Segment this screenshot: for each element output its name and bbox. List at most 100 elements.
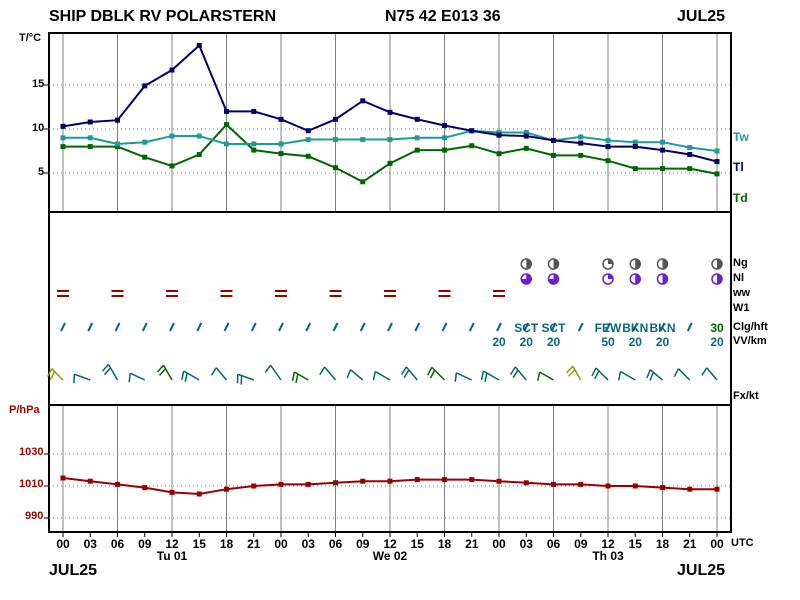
series-tl-point [305,128,311,134]
series-pressure-point [60,475,66,481]
series-tl-point [605,144,611,150]
row-label-vv: VV/km [733,335,767,347]
wind-barb-feather [403,369,410,379]
wind-barb [509,366,527,381]
series-label-tw: Tw [733,130,749,144]
series-label-td: Td [733,191,748,205]
series-pressure-point [496,478,502,484]
cloud-cover-total-fill [608,259,613,264]
wind-barb-shaft [374,370,391,381]
wind-barb-shaft [677,368,691,381]
cloud-cover-low-fill [548,274,559,284]
series-tl-point [714,159,720,165]
cloud-slash-mark [196,322,203,332]
wind-barb-shaft [649,369,663,381]
series-tl-point [169,67,175,73]
series-pressure-point [687,486,693,492]
day-label: We 02 [373,549,408,563]
wind-barb-feather [512,369,519,379]
series-td-point [360,179,366,185]
series-tl-point [442,122,447,128]
temp-tick-10: 10 [32,122,45,134]
series-pressure-point [278,481,284,487]
series-tl-point [578,140,584,146]
series-td-point [632,166,638,172]
wind-barb [128,372,146,383]
cloud-slash-mark [169,322,175,332]
wind-barb-feather [591,367,597,377]
visibility-label: 20 [710,335,724,349]
wind-barb-shaft [162,364,173,381]
cloud-ceiling-label: BKN [650,321,676,335]
wind-barb [291,371,309,383]
wind-barb-shaft [706,367,718,381]
series-tw-point [333,137,338,143]
hour-label: 03 [84,537,98,551]
series-td-point [169,163,175,169]
cloud-ceiling-label: SCT [542,321,567,335]
hour-label: 06 [111,537,125,551]
series-td-point [605,158,611,164]
cloud-slash-mark [305,322,312,332]
series-tw-point [196,133,202,139]
series-tw-point [169,133,175,139]
visibility-label: 20 [492,335,506,349]
series-tw-point [278,141,284,147]
series-tw-point [115,141,120,147]
wind-barb-feather [319,366,326,376]
series-td-point [278,151,284,157]
visibility-label: 20 [629,335,643,349]
wind-barb-feather [617,371,622,381]
hour-label: 15 [411,537,425,551]
wind-barb-feather [372,371,377,381]
cloud-slash-mark [278,322,284,332]
series-td-point [687,166,693,172]
wind-barb [319,366,337,381]
visibility-label: 50 [601,335,615,349]
wind-barb-feather [594,370,600,380]
wind-barb-shaft [456,372,473,381]
wind-barb-shaft [539,371,554,381]
series-tw-point [305,137,311,143]
series-tw-point [442,135,447,141]
hour-label: 12 [601,537,615,551]
wind-barb-feather [128,373,131,383]
series-tw-point [578,134,584,140]
cloud-cover-low-fill [662,274,668,284]
series-pressure-point [414,477,420,483]
series-tw-point [251,141,257,147]
hour-label: 03 [302,537,316,551]
station-position: N75 42 E013 36 [385,8,501,25]
series-tw-point [60,135,66,141]
hour-label: 12 [165,537,179,551]
wind-barb-feather [566,365,574,374]
cloud-cover-total-fill [635,259,641,269]
wind-barb [400,366,418,381]
series-tw-point [387,137,393,143]
series-pressure-point [115,481,120,487]
hour-label: 06 [547,537,561,551]
wind-barb-shaft [51,368,64,381]
series-pressure-point [333,480,338,486]
wind-barb [617,370,636,381]
cloud-slash-mark [523,322,530,332]
series-tw-point [687,144,693,150]
hour-label: 12 [383,537,397,551]
wind-barb-feather [454,372,458,382]
wind-barb [73,373,91,384]
series-pressure-point [360,478,366,484]
row-label-w1: W1 [733,302,750,314]
row-label-fx: Fx/kt [733,390,759,402]
wind-barb-feather [429,369,436,379]
series-td-point [469,143,475,149]
month-label-bottom-left: JUL25 [49,562,98,579]
wind-barb-shaft [294,371,309,381]
series-tl-point [551,137,556,143]
row-label-clg: Clg/hft [733,321,768,333]
series-td-point [60,144,66,150]
series-td-point [142,154,148,160]
month-label-top: JUL25 [677,8,726,25]
series-td-point [442,147,447,153]
wind-barb-shaft [270,364,282,381]
wind-barb-feather [346,369,352,379]
